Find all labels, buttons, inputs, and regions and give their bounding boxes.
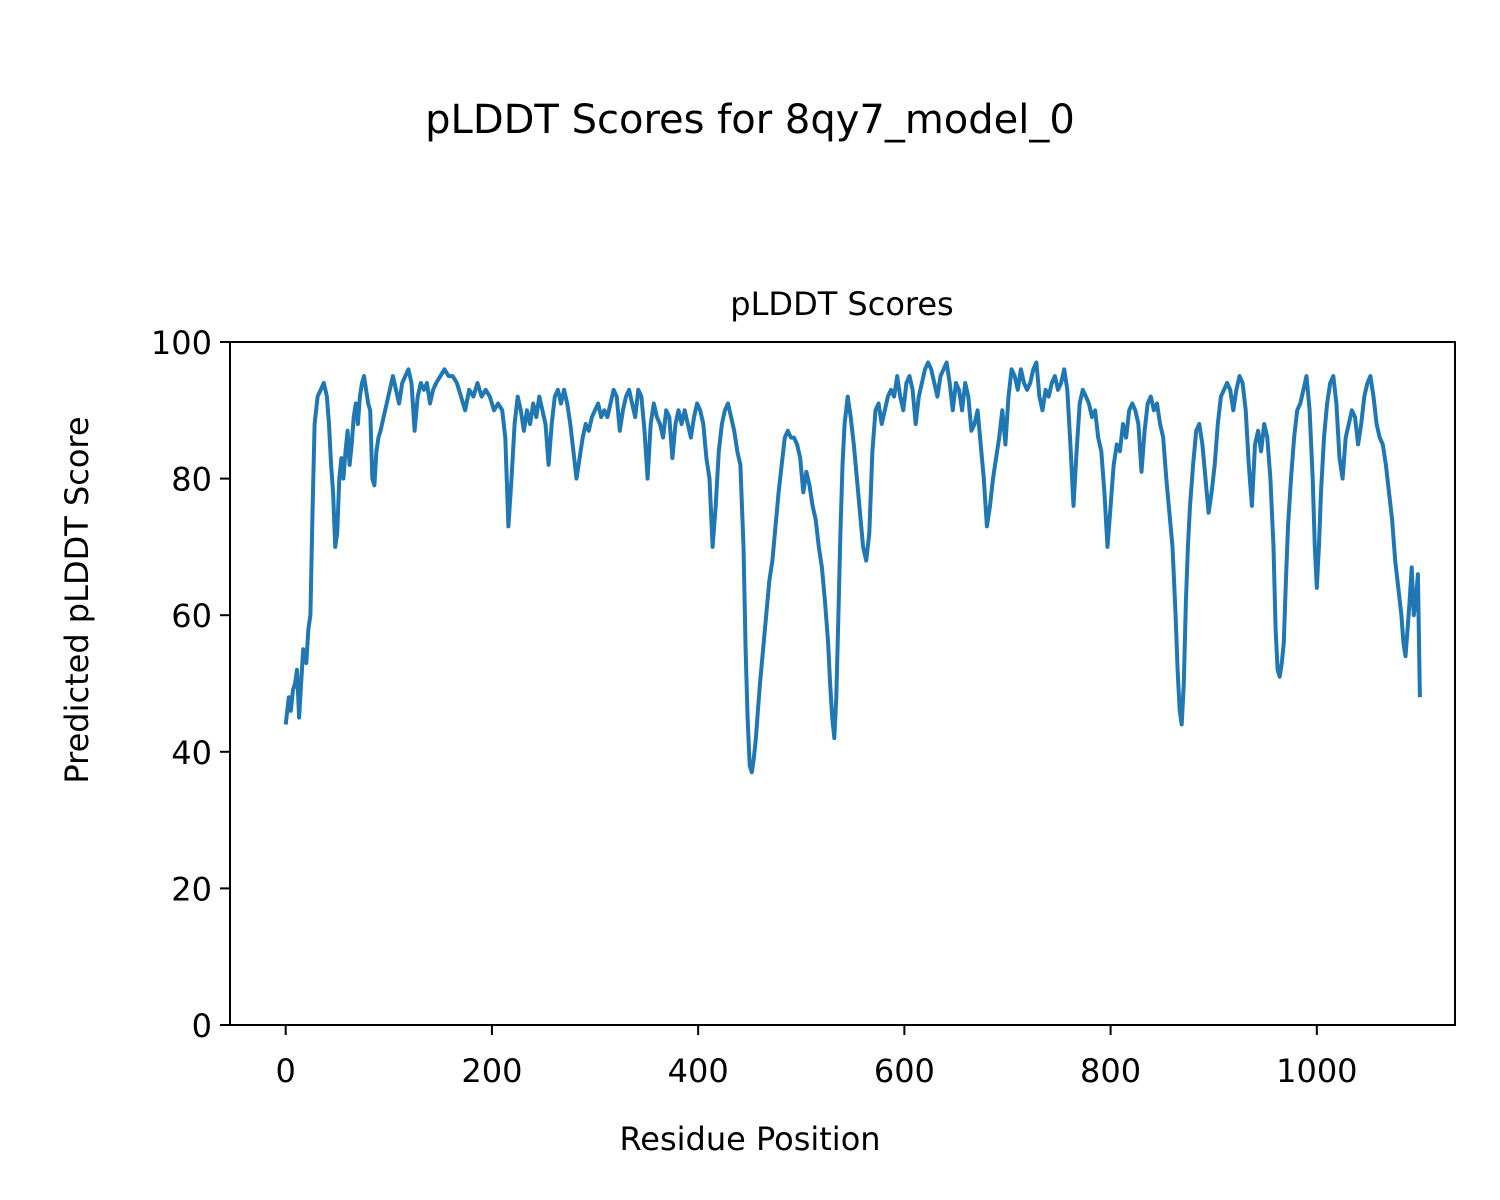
x-tick-label: 200: [461, 1052, 522, 1090]
x-tick-label: 0: [276, 1052, 296, 1090]
y-tick-label: 100: [151, 324, 212, 362]
y-tick-label: 80: [171, 461, 212, 499]
series-line-0: [283, 360, 1422, 775]
x-tick-label: 400: [668, 1052, 729, 1090]
tick-group: 0 200 400 600 800 1000 0 20 40 60 80 100: [151, 324, 1358, 1090]
plot-area: [283, 360, 1422, 775]
y-tick-label: 40: [171, 734, 212, 772]
x-tick-label: 600: [874, 1052, 935, 1090]
y-tick-label: 0: [192, 1007, 212, 1045]
y-tick-label: 20: [171, 870, 212, 908]
x-axis-label: Residue Position: [619, 1120, 880, 1158]
x-tick-label: 800: [1080, 1052, 1141, 1090]
x-tick-label: 1000: [1276, 1052, 1357, 1090]
figure-suptitle: pLDDT Scores for 8qy7_model_0: [425, 97, 1075, 143]
y-tick-label: 60: [171, 597, 212, 635]
axes-frame: [229, 341, 1456, 1026]
y-axis-label: Predicted pLDDT Score: [58, 416, 96, 783]
axes-title: pLDDT Scores: [730, 285, 953, 323]
